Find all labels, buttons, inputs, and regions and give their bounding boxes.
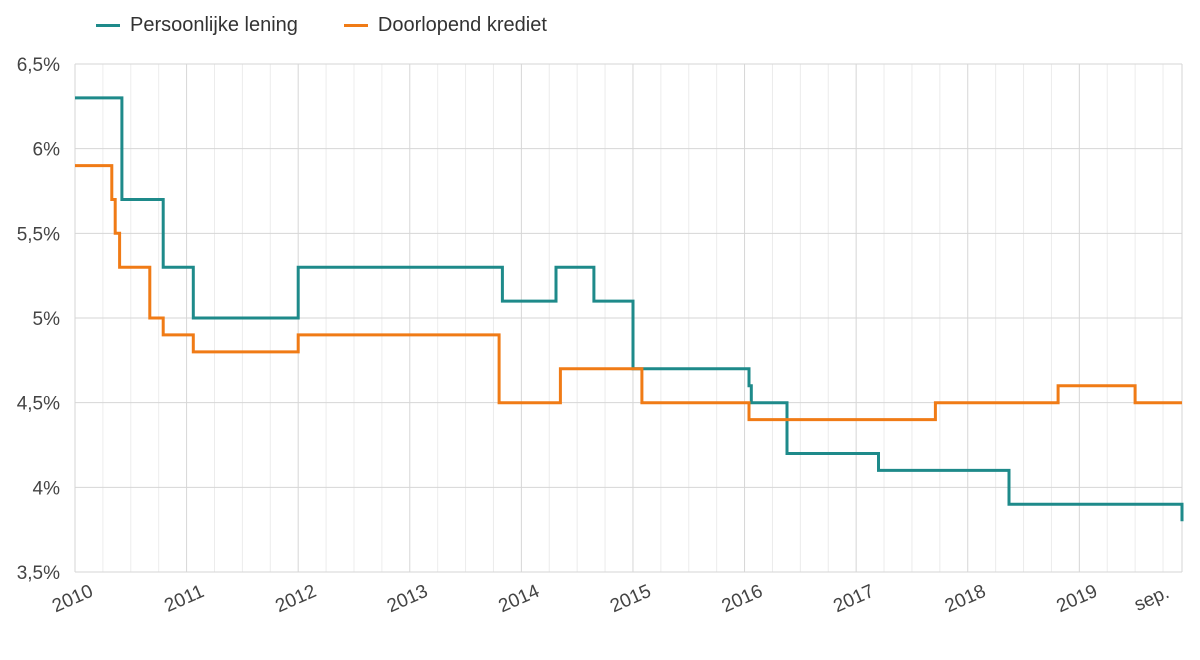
x-tick-label: 2013	[384, 581, 431, 617]
legend-swatch-doorlopend-krediet	[343, 24, 368, 27]
x-tick-label: 2011	[161, 581, 207, 617]
x-tick-label: 2016	[719, 581, 766, 617]
x-tick-label: sep.	[1131, 582, 1172, 616]
x-tick-label: 2010	[49, 581, 96, 617]
y-tick-label: 5,5%	[17, 224, 60, 245]
legend-item-persoonlijke-lening[interactable]: Persoonlijke lening	[96, 14, 298, 37]
y-tick-label: 6,5%	[17, 55, 60, 76]
series-line-1	[75, 164, 1182, 422]
legend-swatch-persoonlijke-lening	[96, 24, 120, 27]
y-tick-label: 6%	[33, 140, 61, 161]
series-line-0	[75, 96, 1184, 522]
x-tick-label: 2012	[272, 581, 319, 617]
legend-label-doorlopend-krediet: Doorlopend krediet	[377, 14, 547, 36]
x-tick-label: 2018	[942, 581, 989, 617]
y-tick-label: 4,5%	[17, 394, 60, 415]
legend-item-doorlopend-krediet[interactable]: Doorlopend krediet	[343, 14, 547, 37]
x-tick-label: 2019	[1054, 581, 1101, 617]
y-tick-label: 3,5%	[17, 563, 60, 584]
legend-label-persoonlijke-lening: Persoonlijke lening	[130, 14, 298, 36]
y-tick-label: 5%	[33, 309, 61, 330]
legend: Persoonlijke lening Doorlopend krediet	[96, 14, 547, 37]
x-tick-label: 2017	[830, 581, 877, 617]
x-tick-label: 2015	[607, 581, 654, 617]
x-tick-label: 2014	[496, 581, 544, 618]
y-tick-label: 4%	[33, 478, 61, 499]
